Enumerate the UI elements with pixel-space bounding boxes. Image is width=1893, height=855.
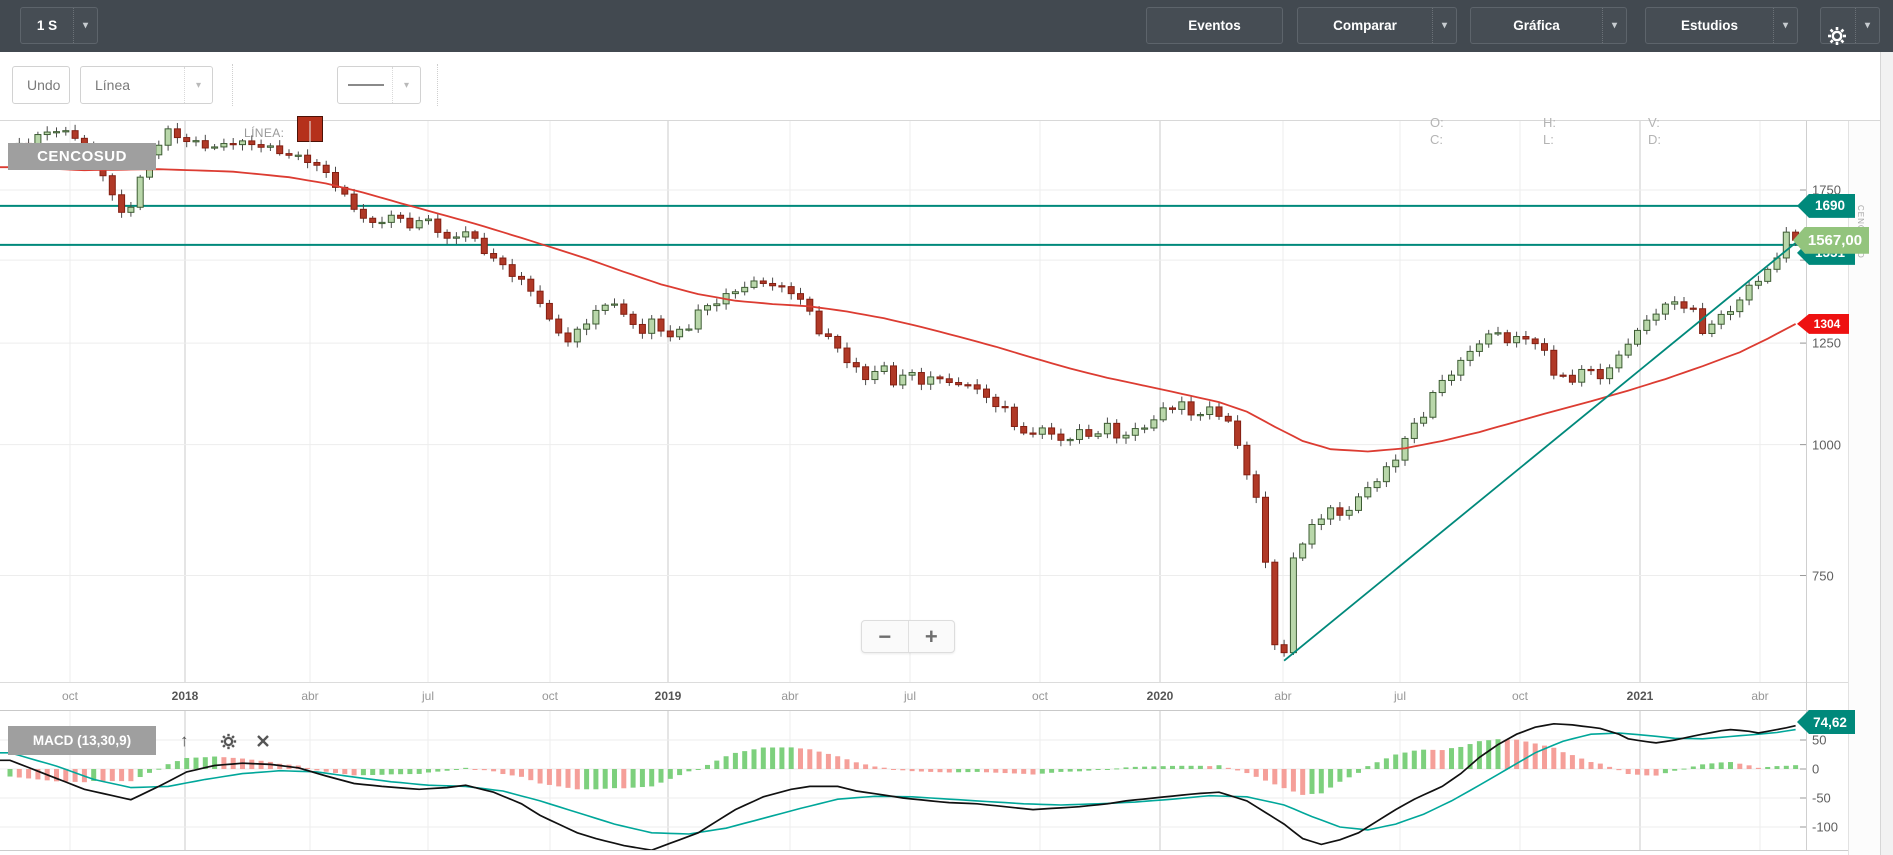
price-tick: 1750 [1812,182,1841,198]
timeframe-label: 1 S [36,18,58,33]
macd-tick: -100 [1812,819,1839,835]
legend-open-label: O: [1430,115,1444,130]
price-axis-line [1806,121,1807,850]
x-tick: 2021 [1626,689,1654,703]
zoom-in-button[interactable]: + [924,623,938,649]
trendline[interactable] [1283,228,1806,662]
macd-value-badge: 74,62 [1797,710,1855,734]
legend-volume-label: V: [1648,115,1660,130]
price-tick: 1000 [1812,437,1841,453]
x-tick: oct [1031,689,1049,703]
symbol-badge: CENCOSUD [8,143,156,170]
estudios-label: Estudios [1680,18,1738,33]
macd-tick: 50 [1812,732,1827,748]
settings-button[interactable]: ▾ [1820,7,1880,45]
eventos-button[interactable]: Eventos [1146,7,1283,44]
moving-average-line[interactable] [0,166,1797,453]
price-badge-1567,00: 1567,00 [1793,226,1869,254]
timeframe-button[interactable]: 1 S ▾ [20,7,98,44]
top-toolbar: 1 S ▾ Eventos Comparar ▾ Gráfica ▾ Estud… [0,0,1893,52]
arrow-up-icon[interactable]: ↑ [180,731,189,750]
macd-study-badge: MACD (13,30,9) [8,726,156,755]
macd-histogram [7,739,1799,795]
line-style-preview [348,84,384,86]
price-tick: 1250 [1812,335,1841,351]
comparar-button[interactable]: Comparar ▾ [1297,7,1457,44]
line-color-label: LÍNEA: [244,126,285,140]
legend-low-label: L: [1543,132,1554,147]
chevron-down-icon[interactable]: ▾ [1855,8,1879,43]
toolbar-separator [232,64,233,106]
draw-tool-select[interactable]: Línea ▾ [80,66,213,104]
x-tick: jul [903,689,917,703]
x-tick: oct [61,689,79,703]
legend-close-label: C: [1430,132,1443,147]
x-tick: oct [541,689,559,703]
eventos-label: Eventos [1188,18,1241,33]
x-tick: 2020 [1146,689,1174,703]
chevron-down-icon[interactable]: ▾ [1602,8,1626,43]
price-badge-1304: 1304 [1797,313,1849,334]
line-style-select[interactable]: ▾ [337,66,421,104]
zoom-out-button[interactable]: − [862,621,909,652]
comparar-label: Comparar [1333,18,1397,33]
price-tick: 750 [1812,568,1834,584]
chevron-down-icon[interactable]: ▾ [184,67,212,103]
x-tick: abr [1751,689,1769,703]
legend-high-label: H: [1543,115,1556,130]
estudios-button[interactable]: Estudios ▾ [1645,7,1798,44]
grafica-button[interactable]: Gráfica ▾ [1470,7,1627,44]
macd-line [0,722,1796,850]
price-badge-1690: 1690 [1797,193,1855,218]
price-chart[interactable] [0,121,1806,682]
x-tick: jul [1393,689,1407,703]
scrollbar[interactable] [1880,52,1893,855]
x-tick: abr [1274,689,1292,703]
candles-group[interactable] [15,122,1800,657]
draw-tool-label: Línea [95,77,131,93]
x-tick: jul [421,689,435,703]
chevron-down-icon[interactable]: ▾ [1773,8,1797,43]
toolbar-separator [437,64,438,106]
macd-panel[interactable] [0,711,1806,850]
legend-date-label: D: [1648,132,1661,147]
undo-button[interactable]: Undo [12,66,70,104]
x-axis[interactable] [0,682,1848,711]
macd-tick: -50 [1812,790,1831,806]
zoom-controls: − + [861,620,955,653]
undo-label: Undo [27,77,61,93]
chevron-down-icon[interactable]: ▾ [392,67,420,103]
x-tick: 2018 [171,689,199,703]
chevron-down-icon[interactable]: ▾ [1432,8,1456,43]
x-tick: 2019 [654,689,682,703]
panel-bottom-border [0,850,1848,855]
x-tick: abr [301,689,319,703]
x-tick: oct [1511,689,1529,703]
drawing-toolbar: Undo Línea ▾ LÍNEA: ▾ O: C: H: L: V: D: [0,52,1893,147]
chevron-down-icon[interactable]: ▾ [73,8,97,43]
grafica-label: Gráfica [1513,18,1560,33]
x-tick: abr [781,689,799,703]
macd-tick: 0 [1812,761,1820,777]
